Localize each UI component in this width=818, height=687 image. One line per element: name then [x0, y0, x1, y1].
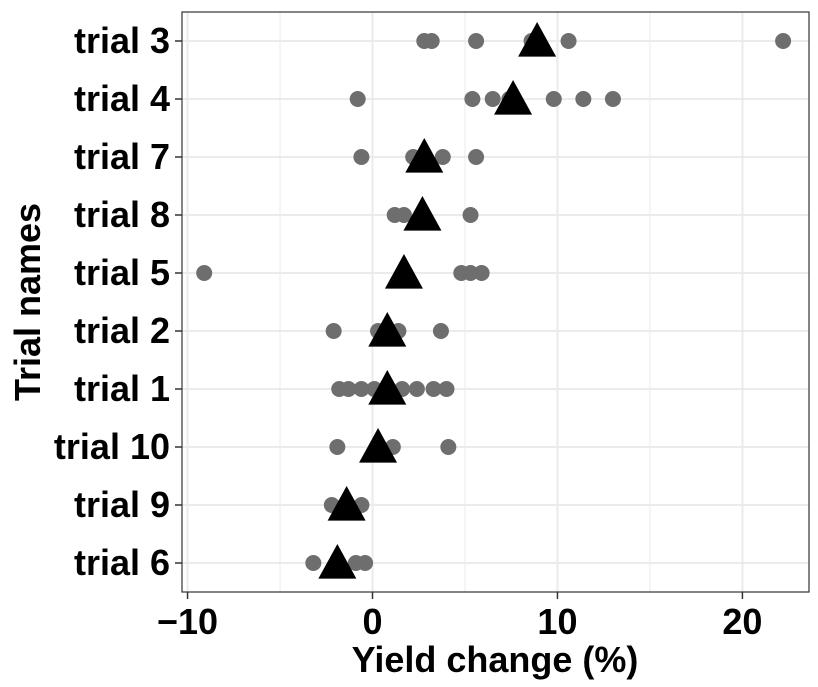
y-tick-label: trial 9	[74, 484, 170, 525]
observation-point	[438, 381, 455, 397]
y-tick-label: trial 2	[74, 310, 170, 351]
observation-point	[440, 439, 457, 455]
observation-point	[484, 91, 501, 107]
y-tick-label: trial 3	[74, 20, 170, 61]
observation-point	[775, 33, 792, 49]
mean-triangle	[318, 544, 357, 579]
mean-triangle	[368, 370, 407, 405]
x-tick-label: 20	[722, 601, 762, 642]
x-tick-label: 10	[537, 601, 577, 642]
mean-triangle	[405, 138, 444, 173]
mean-triangle	[368, 312, 407, 347]
y-tick-label: trial 1	[74, 368, 170, 409]
mean-triangle	[384, 254, 423, 289]
observation-point	[468, 33, 485, 49]
y-tick-label: trial 10	[54, 426, 170, 467]
mean-triangle	[327, 486, 366, 521]
observation-point	[473, 265, 490, 281]
mean-triangle	[403, 196, 442, 231]
mean-triangle	[494, 80, 533, 115]
observation-point	[545, 91, 562, 107]
y-axis-title: Trial names	[7, 203, 48, 401]
observation-point	[464, 91, 481, 107]
observation-point	[325, 323, 342, 339]
y-tick-label: trial 6	[74, 542, 170, 583]
observation-point	[423, 33, 440, 49]
observation-point	[604, 91, 621, 107]
observation-point	[468, 149, 485, 165]
observation-point	[340, 381, 357, 397]
y-tick-label: trial 7	[74, 136, 170, 177]
observation-point	[357, 555, 374, 571]
panel-border	[181, 11, 810, 593]
y-axis-title-group: Trial names	[7, 203, 48, 401]
observation-point	[353, 149, 370, 165]
observation-point	[196, 265, 213, 281]
mean-triangle	[359, 428, 398, 463]
observation-point	[434, 149, 451, 165]
x-tick-label: −10	[157, 601, 218, 642]
observation-point	[432, 323, 449, 339]
observation-point	[575, 91, 592, 107]
y-tick-label: trial 8	[74, 194, 170, 235]
observation-point	[425, 381, 442, 397]
plot-background	[182, 12, 809, 592]
observation-point	[395, 207, 412, 223]
observation-point	[329, 439, 346, 455]
observation-point	[462, 265, 479, 281]
mean-triangle	[518, 22, 557, 57]
x-tick-label: 0	[362, 601, 382, 642]
y-tick-label: trial 5	[74, 252, 170, 293]
y-tick-label: trial 4	[74, 78, 170, 119]
observation-point	[305, 555, 322, 571]
observation-point	[462, 207, 479, 223]
observation-point	[353, 381, 370, 397]
observation-point	[560, 33, 577, 49]
x-axis-title: Yield change (%)	[352, 639, 639, 680]
observation-point	[408, 381, 425, 397]
plot-panel	[181, 11, 810, 593]
observation-point	[349, 91, 366, 107]
